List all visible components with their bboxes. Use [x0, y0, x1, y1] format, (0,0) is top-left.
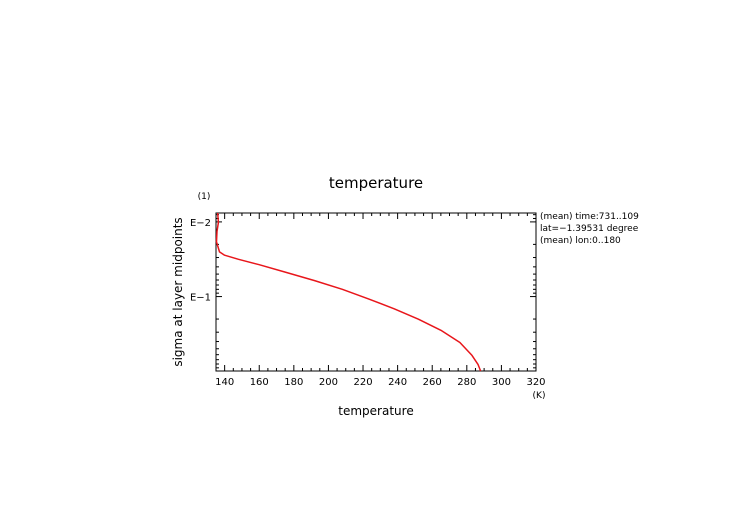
- y-tick-label: E−1: [190, 293, 211, 304]
- x-tick-label: 300: [492, 377, 511, 388]
- x-tick-label: 280: [457, 377, 476, 388]
- annotation-lat: lat=−1.39531 degree: [540, 224, 639, 234]
- x-tick-label: 200: [319, 377, 338, 388]
- chart-title: temperature: [329, 174, 423, 192]
- x-tick-label: 220: [353, 377, 372, 388]
- x-tick-label: 140: [215, 377, 234, 388]
- x-tick-label: 180: [284, 377, 303, 388]
- temperature-line: [215, 212, 482, 372]
- x-unit-label: (K): [533, 391, 546, 401]
- axes: 140 160 180 200 220 240 260 280 300 320 E−2 E−1: [190, 213, 546, 388]
- x-tick-label: 260: [423, 377, 442, 388]
- plot-frame: [215, 212, 537, 372]
- y-axis-label: sigma at layer midpoints: [171, 217, 185, 366]
- series-layer: [215, 212, 482, 372]
- x-axis-label: temperature: [338, 404, 413, 418]
- annotation-lon: (mean) lon:0..180: [540, 236, 621, 246]
- y-tick-label: E−2: [190, 218, 211, 229]
- y-unit-label: (1): [198, 192, 211, 202]
- annotation-time: (mean) time:731..109: [540, 212, 639, 222]
- x-tick-label: 160: [250, 377, 269, 388]
- x-tick-label: 240: [388, 377, 407, 388]
- x-tick-label: 320: [526, 377, 545, 388]
